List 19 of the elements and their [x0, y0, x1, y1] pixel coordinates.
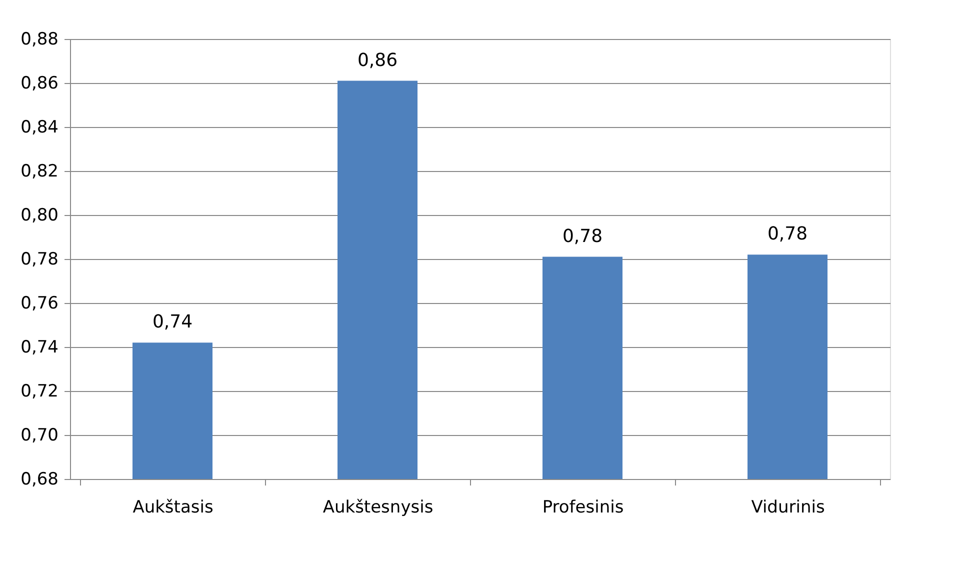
x-tick-label: Vidurinis: [751, 498, 825, 518]
y-tick-label: 0,78: [20, 250, 58, 270]
data-label: 0,86: [357, 50, 398, 71]
y-tick-label: 0,86: [20, 74, 58, 94]
x-tick-label: Aukštesnysis: [322, 498, 434, 518]
y-tick-label: 0,74: [20, 338, 58, 358]
y-tick-label: 0,70: [20, 426, 58, 446]
x-tick-label: Aukštasis: [132, 498, 214, 518]
y-tick-label: 0,80: [20, 206, 58, 226]
y-tick-label: 0,68: [20, 470, 58, 490]
y-tick-label: 0,84: [20, 118, 58, 138]
data-label: 0,78: [767, 224, 808, 245]
data-label: 0,74: [152, 312, 193, 333]
y-tick-label: 0,76: [20, 294, 58, 314]
y-tick-label: 0,88: [20, 30, 58, 50]
y-tick-label: 0,82: [20, 162, 58, 182]
x-tick-label: Profesinis: [542, 498, 624, 518]
y-tick-label: 0,72: [20, 382, 58, 402]
data-label: 0,78: [562, 226, 603, 247]
